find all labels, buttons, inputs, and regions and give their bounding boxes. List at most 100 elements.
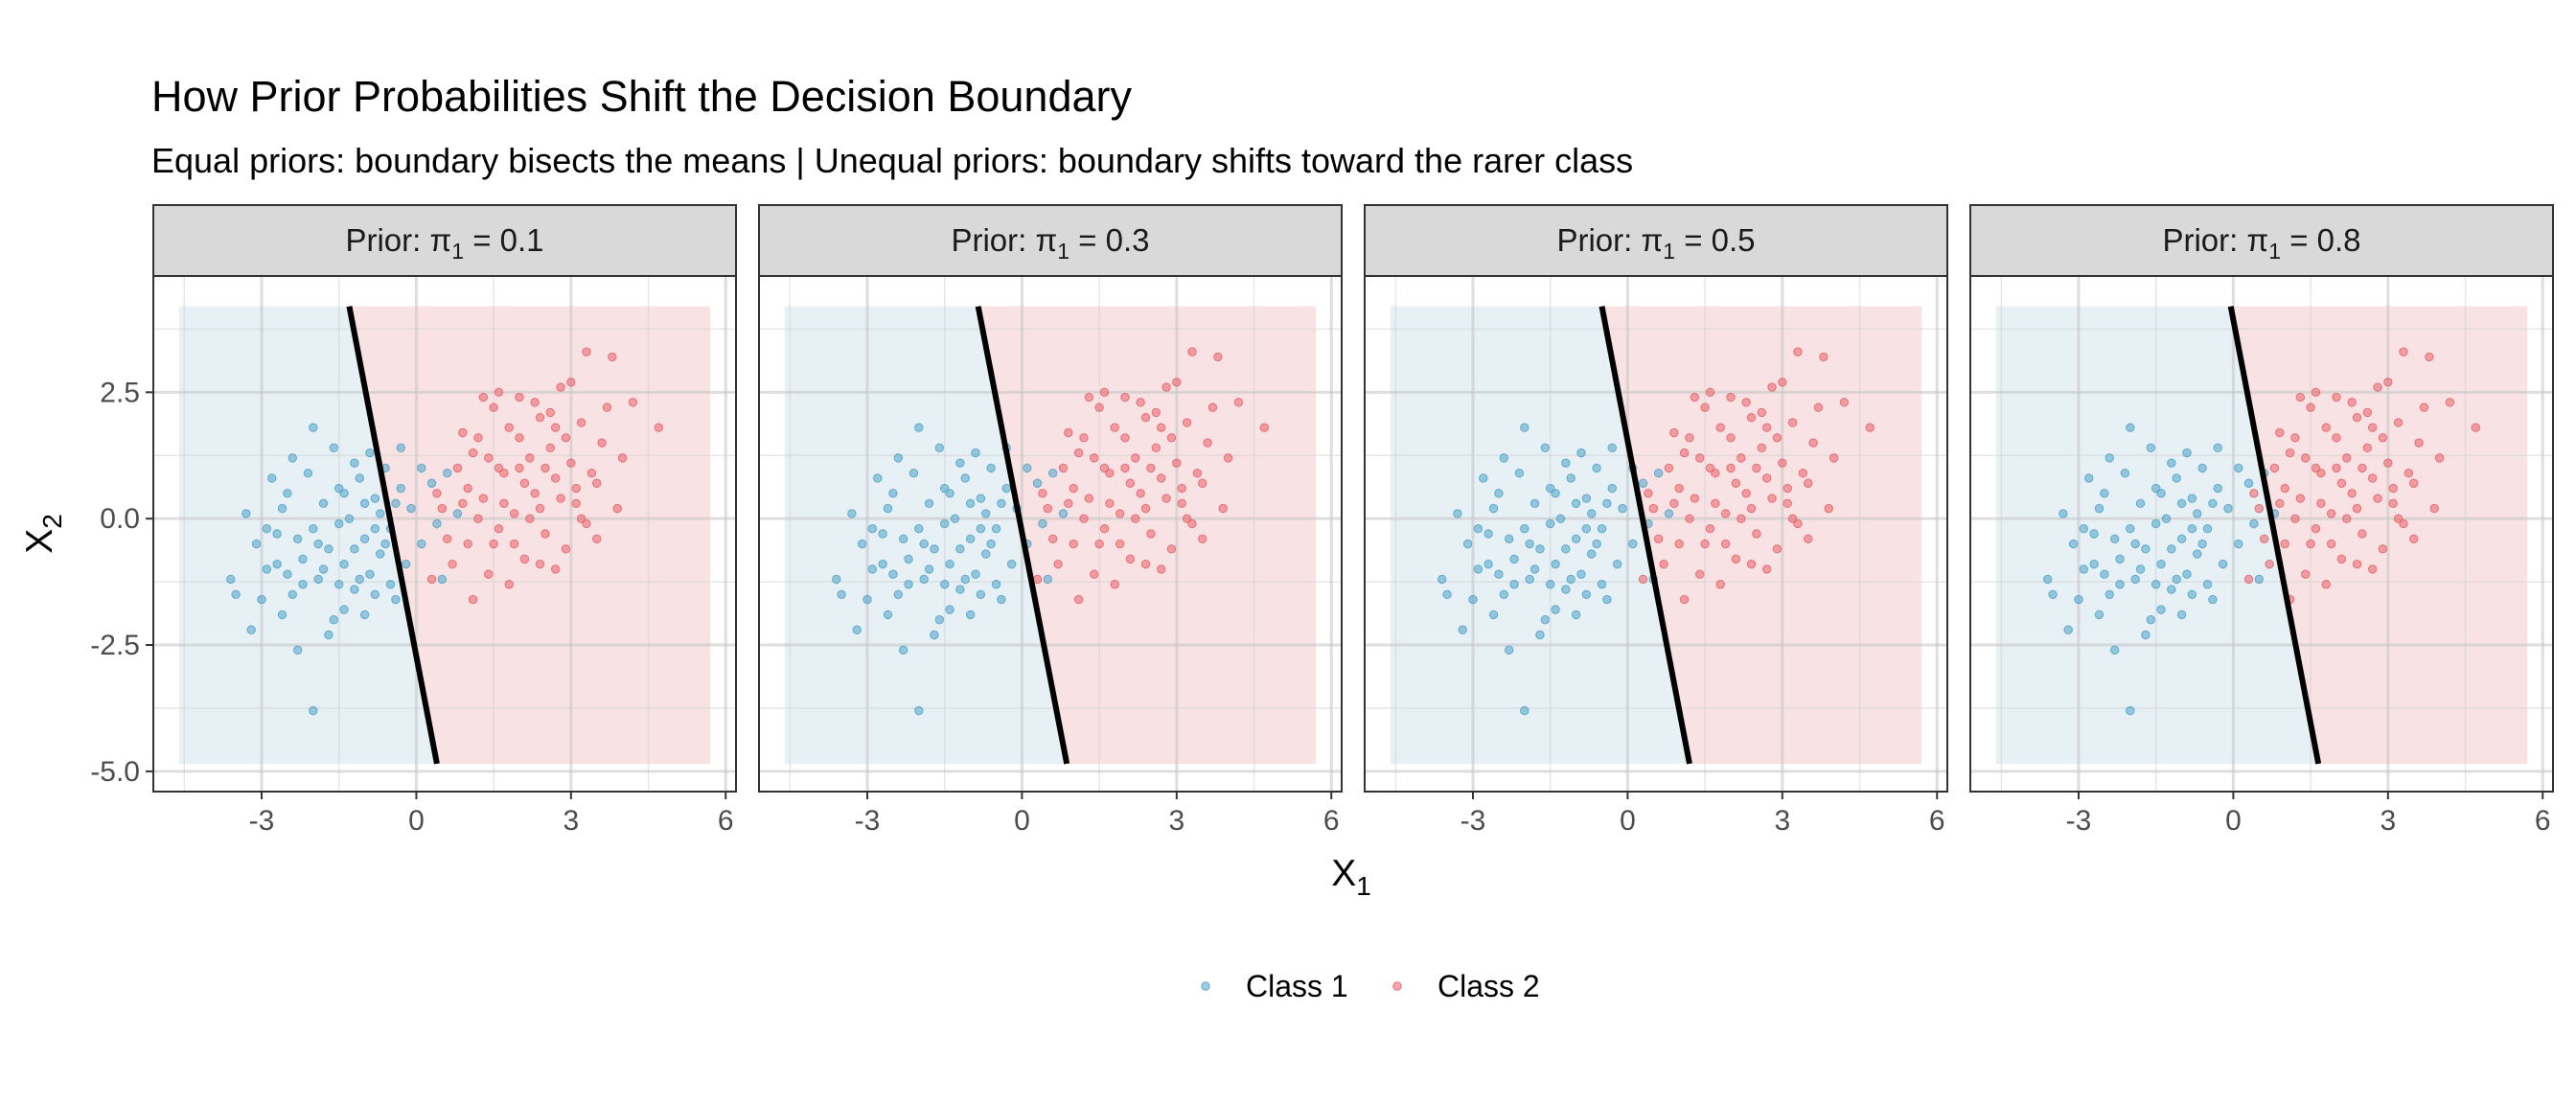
class-2-point (1131, 514, 1140, 523)
x-tick-label: 3 (1168, 805, 1184, 837)
class-2-point (489, 402, 498, 412)
class-1-point (1566, 574, 1576, 585)
class-2-point (1038, 489, 1047, 498)
class-2-point (2275, 427, 2285, 438)
class-1-point (2130, 539, 2140, 549)
class-2-point (2352, 503, 2362, 514)
class-1-point (365, 448, 375, 458)
class-1-point (1504, 534, 1514, 543)
class-1-point (981, 549, 991, 559)
class-1-point (350, 458, 359, 468)
class-2-point (1166, 544, 1177, 554)
class-2-point (1162, 494, 1171, 503)
strip-label: Prior: π1 = 0.1 (345, 222, 543, 264)
class-1-point (1561, 458, 1571, 468)
class-1-point (837, 589, 846, 599)
class-2-point (2358, 463, 2367, 473)
class-1-point (298, 580, 308, 589)
class-2-point (2342, 514, 2352, 523)
class-2-point (592, 534, 602, 543)
class-1-point (934, 614, 945, 625)
class-1-point (2120, 469, 2130, 478)
class-2-point (1223, 453, 1233, 463)
class-1-point (971, 448, 980, 458)
class-1-point (888, 489, 898, 498)
class-1-point (303, 469, 313, 478)
class-1-point (976, 589, 986, 599)
class-1-point (2197, 463, 2207, 473)
class-2-point (1218, 503, 1228, 514)
class-1-point (2094, 610, 2104, 620)
class-2-point (571, 483, 581, 494)
class-1-point (1473, 524, 1484, 534)
class-2-point (1819, 352, 1828, 362)
class-2-point (2295, 494, 2306, 503)
class-1-point (1438, 574, 1447, 585)
class-2-point (2306, 539, 2315, 549)
class-1-point (2234, 463, 2243, 473)
class-2-point (1166, 433, 1177, 443)
class-1-point (2146, 443, 2156, 453)
class-2-point (1787, 514, 1798, 523)
class-1-point (893, 589, 903, 599)
strip-background (1969, 204, 2554, 277)
class-1-point (1453, 509, 1462, 518)
class-1-point (2187, 589, 2197, 599)
class-1-point (2104, 453, 2114, 463)
class-1-point (991, 524, 1001, 534)
class-2-point (1726, 463, 1736, 473)
class-1-point (426, 478, 437, 488)
class-1-point (339, 605, 349, 614)
class-2-point (2434, 453, 2445, 463)
class-1-point (1442, 589, 1452, 599)
class-2-point (2425, 352, 2434, 362)
class-1-point (318, 564, 329, 574)
class-2-point (494, 524, 504, 534)
class-1-point (1509, 554, 1519, 564)
class-2-point (2326, 539, 2336, 549)
class-1-point (1525, 539, 1534, 549)
class-2-point (576, 514, 586, 523)
class-2-point (1674, 539, 1684, 549)
class-1-point (359, 498, 370, 509)
class-1-point (965, 534, 976, 543)
class-2-point (1090, 569, 1099, 579)
y-tick-label: 2.5 (100, 377, 140, 408)
class-1-point (359, 610, 370, 620)
class-2-point (1115, 509, 1125, 518)
class-2-point (1798, 469, 1808, 478)
class-1-point (2156, 559, 2166, 569)
legend: Class 1 Class 2 (1201, 969, 1540, 1003)
class-1-point (339, 489, 349, 498)
class-2-point (1140, 503, 1151, 514)
class-2-point (540, 463, 550, 473)
class-2-point (1813, 402, 1824, 412)
class-2-point (1182, 514, 1192, 523)
class-1-point (2182, 448, 2192, 458)
class-1-point (309, 423, 318, 432)
class-2-point (1182, 418, 1192, 427)
class-2-point (1187, 347, 1197, 356)
class-1-point (934, 443, 945, 453)
class-2-point (1752, 529, 1761, 539)
class-2-point (2409, 478, 2419, 488)
class-2-point (1793, 347, 1803, 356)
decision-boundary-line (975, 306, 1070, 765)
class-1-point (355, 574, 364, 585)
class-1-point (2079, 564, 2089, 574)
class-1-point (950, 514, 960, 523)
class-1-point (883, 503, 893, 514)
class-1-point (862, 594, 872, 605)
class-2-point (458, 427, 468, 438)
class-1-point (277, 610, 288, 620)
class-1-point (2254, 574, 2265, 585)
class-1-point (945, 605, 954, 614)
class-1-point (1006, 559, 1017, 569)
class-2-point (1151, 407, 1162, 418)
class-2-point (2383, 378, 2393, 387)
class-1-point (365, 569, 375, 579)
class-1-point (1462, 539, 1473, 549)
class-1-point (2141, 630, 2150, 640)
class-1-point (2150, 518, 2161, 529)
class-1-point (1514, 469, 1525, 478)
